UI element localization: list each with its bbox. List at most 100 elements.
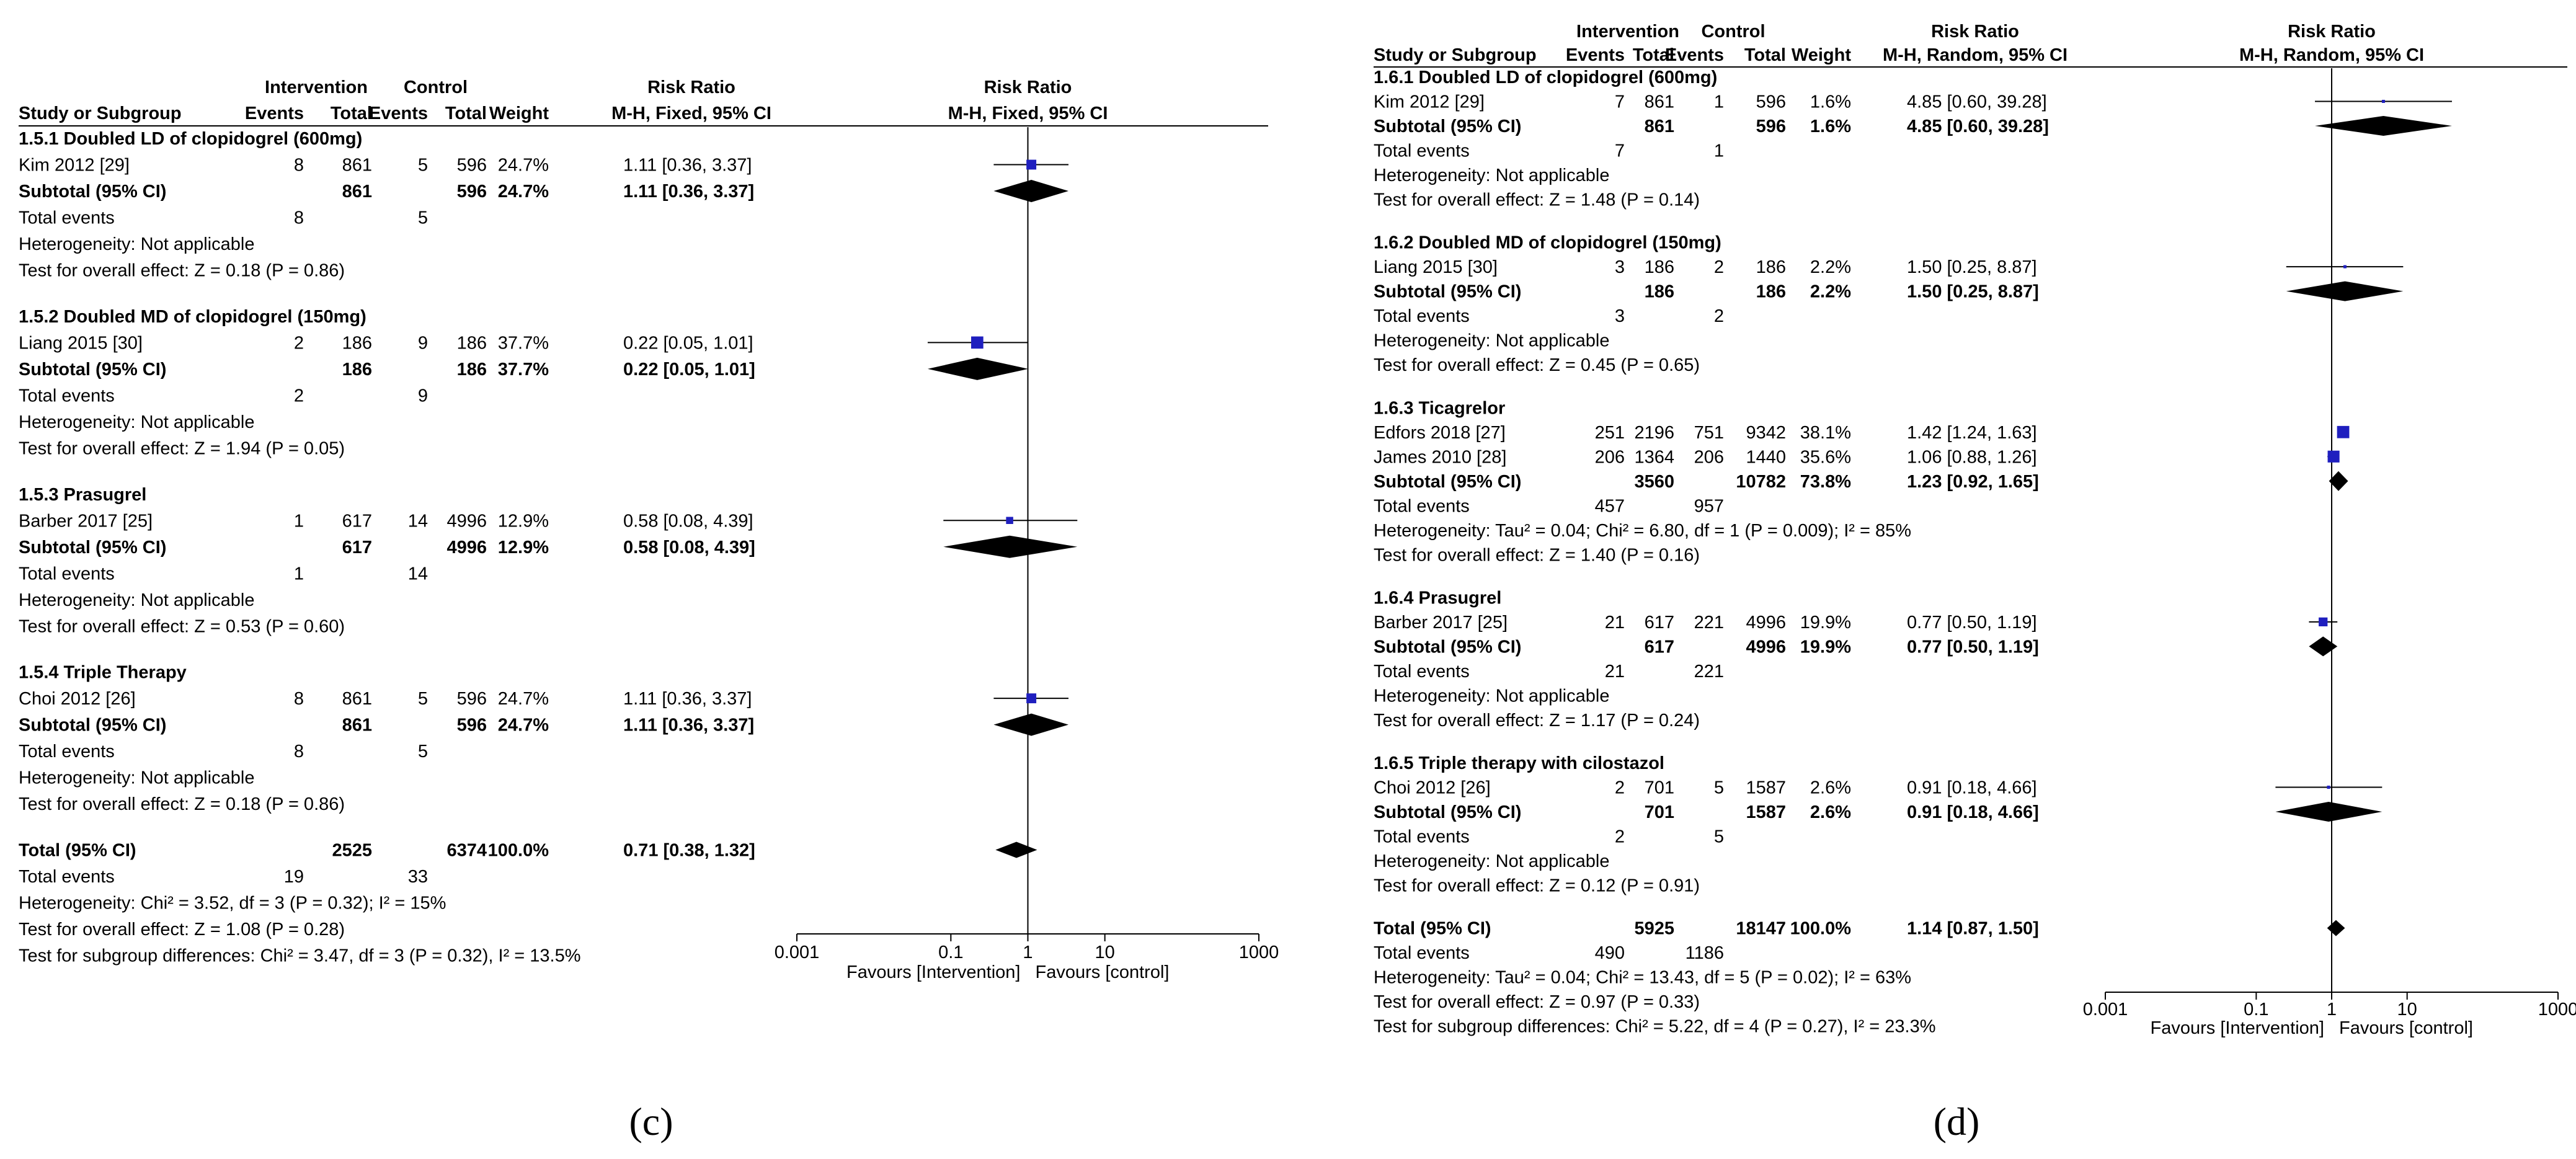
risk-ratio-ci: 0.22 [0.05, 1.01] (623, 360, 755, 380)
intervention-events: 7 (1615, 92, 1625, 112)
heterogeneity-text: Heterogeneity: Not applicable (19, 590, 254, 610)
total-events-control: 5 (418, 208, 428, 228)
intervention-events: 206 (1595, 447, 1625, 467)
intervention-events: 8 (294, 156, 304, 175)
header-plot-risk-ratio: Risk Ratio (2288, 22, 2376, 42)
intervention-total: 617 (342, 511, 372, 531)
weight-value: 1.6% (1810, 117, 1851, 136)
control-total: 4996 (1746, 637, 1786, 657)
control-events: 1 (1714, 92, 1724, 112)
weight-value: 19.9% (1800, 613, 1851, 633)
control-total: 4996 (446, 538, 487, 557)
total-events-control: 221 (1694, 662, 1724, 682)
intervention-events: 21 (1605, 613, 1625, 633)
intervention-total: 701 (1645, 778, 1674, 798)
control-events: 221 (1694, 613, 1724, 633)
header-method: M-H, Random, 95% CI (1883, 45, 2067, 65)
control-events: 9 (418, 333, 428, 353)
header-risk-ratio: Risk Ratio (1931, 22, 2019, 42)
header-method: M-H, Fixed, 95% CI (611, 104, 771, 123)
weight-value: 2.2% (1810, 282, 1851, 302)
total-events-label: Total events (1374, 141, 1470, 161)
control-total: 6374 (446, 841, 487, 861)
weight-value: 2.2% (1810, 257, 1851, 277)
intervention-total: 186 (342, 360, 372, 380)
total-events-intervention: 8 (294, 742, 304, 762)
control-events: 751 (1694, 423, 1724, 443)
control-events: 206 (1694, 447, 1724, 467)
weight-value: 73.8% (1800, 472, 1851, 492)
total-events-control: 2 (1714, 306, 1724, 326)
weight-value: 24.7% (498, 156, 549, 175)
control-events: 14 (408, 511, 428, 531)
footer-subgroup-differences: Test for subgroup differences: Chi² = 5.… (1374, 1017, 1936, 1037)
control-total: 596 (1756, 92, 1786, 112)
overall-effect-text: Test for overall effect: Z = 0.18 (P = 0… (19, 261, 345, 281)
study-marker (1026, 159, 1037, 170)
intervention-total: 861 (342, 716, 372, 735)
panel-label: (d) (1934, 1099, 1980, 1143)
total-events-label: Total events (19, 742, 115, 762)
header-events: Events (1665, 45, 1724, 65)
intervention-total: 2196 (1634, 423, 1674, 443)
study-name: Liang 2015 [30] (1374, 257, 1498, 277)
total-events-control: 5 (418, 742, 428, 762)
header-total: Total (1633, 45, 1674, 65)
intervention-events: 251 (1595, 423, 1625, 443)
total-events-intervention: 490 (1595, 943, 1625, 963)
intervention-total: 617 (1645, 637, 1674, 657)
heterogeneity-text: Heterogeneity: Not applicable (1374, 851, 1609, 871)
study-marker (2343, 265, 2347, 269)
weight-value: 12.9% (498, 538, 549, 557)
overall-effect-text: Test for overall effect: Z = 1.17 (P = 0… (1374, 711, 1700, 730)
total-events-intervention: 457 (1595, 496, 1625, 516)
footer-subgroup-differences: Test for subgroup differences: Chi² = 3.… (19, 946, 581, 966)
risk-ratio-ci: 1.42 [1.24, 1.63] (1907, 423, 2037, 443)
weight-value: 35.6% (1800, 447, 1851, 467)
risk-ratio-ci: 0.58 [0.08, 4.39] (623, 511, 753, 531)
pooled-diamond (2286, 281, 2404, 301)
pooled-diamond (2315, 116, 2452, 136)
header-events: Events (1566, 45, 1625, 65)
total-label: Total (95% CI) (19, 841, 136, 861)
total-events-label: Total events (19, 208, 115, 228)
risk-ratio-ci: 0.71 [0.38, 1.32] (623, 841, 755, 861)
risk-ratio-ci: 1.11 [0.36, 3.37] (623, 716, 754, 735)
header-control: Control (1701, 22, 1765, 42)
heterogeneity-text: Heterogeneity: Tau² = 0.04; Chi² = 6.80,… (1374, 521, 1911, 541)
intervention-total: 701 (1645, 802, 1674, 822)
total-events-label: Total events (19, 867, 115, 887)
total-events-intervention: 2 (294, 386, 304, 406)
total-events-intervention: 19 (284, 867, 304, 887)
control-total: 186 (457, 360, 487, 380)
x-tick-label: 0.001 (2083, 1000, 2128, 1019)
weight-value: 24.7% (498, 716, 549, 735)
subtotal-label: Subtotal (95% CI) (1374, 472, 1521, 492)
subtotal-label: Subtotal (95% CI) (19, 538, 166, 557)
pooled-diamond (2329, 471, 2348, 491)
intervention-events: 2 (294, 333, 304, 353)
header-study: Study or Subgroup (1374, 45, 1537, 65)
study-marker (2327, 785, 2330, 789)
intervention-total: 2525 (332, 841, 372, 861)
pooled-diamond (2327, 920, 2345, 936)
risk-ratio-ci: 1.50 [0.25, 8.87] (1907, 257, 2037, 277)
heterogeneity-text: Heterogeneity: Not applicable (1374, 331, 1609, 351)
x-tick-label: 1000 (1239, 943, 1279, 962)
pooled-diamond (993, 180, 1069, 202)
intervention-total: 861 (1645, 117, 1674, 136)
weight-value: 2.6% (1810, 802, 1851, 822)
heterogeneity-text: Heterogeneity: Not applicable (1374, 166, 1609, 185)
control-total: 596 (457, 182, 487, 202)
subgroup-title: 1.6.4 Prasugrel (1374, 588, 1501, 608)
pooled-diamond (993, 713, 1069, 736)
total-events-control: 1186 (1686, 943, 1724, 963)
weight-value: 19.9% (1800, 637, 1851, 657)
intervention-total: 861 (1645, 92, 1674, 112)
total-events-control: 1 (1714, 141, 1724, 161)
header-plot-method: M-H, Fixed, 95% CI (948, 104, 1108, 123)
study-marker (2319, 617, 2328, 627)
total-label: Total (95% CI) (1374, 919, 1491, 939)
header-study: Study or Subgroup (19, 104, 182, 123)
footer-heterogeneity: Heterogeneity: Chi² = 3.52, df = 3 (P = … (19, 894, 446, 913)
